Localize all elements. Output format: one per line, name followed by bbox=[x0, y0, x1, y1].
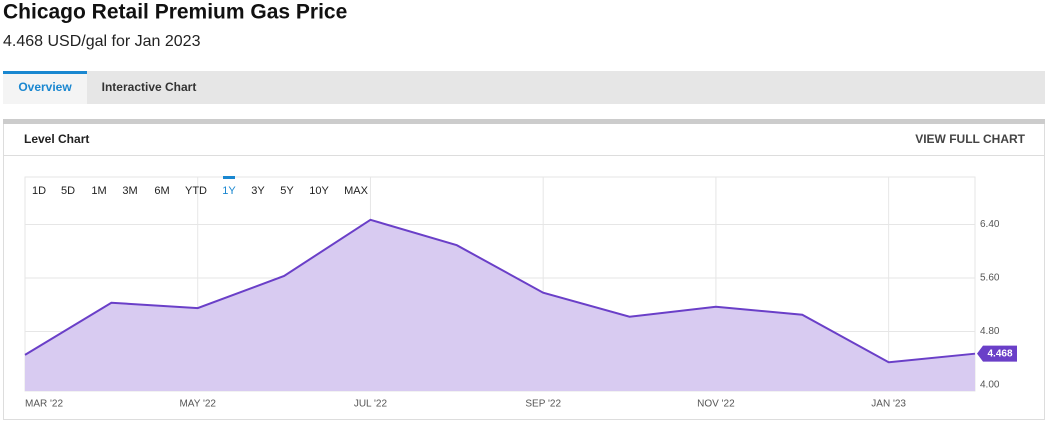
x-tick-label: JUL '22 bbox=[354, 399, 388, 410]
x-tick-label: JAN '23 bbox=[871, 399, 906, 410]
range-button[interactable]: MAX bbox=[344, 185, 369, 197]
y-tick-label: 4.00 bbox=[980, 380, 1000, 391]
range-button[interactable]: 1D bbox=[32, 185, 46, 197]
range-button[interactable]: 1M bbox=[91, 185, 106, 197]
tab[interactable]: Overview bbox=[18, 80, 72, 94]
page-title: Chicago Retail Premium Gas Price bbox=[3, 1, 347, 24]
range-button[interactable]: YTD bbox=[185, 185, 207, 197]
range-button[interactable]: 10Y bbox=[309, 185, 329, 197]
x-tick-label: SEP '22 bbox=[525, 399, 561, 410]
panel-top-border bbox=[3, 119, 1045, 124]
range-button[interactable]: 5Y bbox=[280, 185, 294, 197]
range-button[interactable]: 6M bbox=[154, 185, 169, 197]
panel-title: Level Chart bbox=[24, 132, 89, 146]
area bbox=[25, 219, 975, 391]
range-indicator bbox=[223, 176, 235, 179]
y-tick-label: 4.80 bbox=[980, 326, 1000, 337]
range-button[interactable]: 5D bbox=[61, 185, 75, 197]
x-tick-label: NOV '22 bbox=[697, 399, 735, 410]
tab[interactable]: Interactive Chart bbox=[102, 80, 197, 94]
x-tick-label: MAR '22 bbox=[25, 399, 63, 410]
y-tick-label: 5.60 bbox=[980, 273, 1000, 284]
last-value-box bbox=[977, 345, 1017, 362]
line bbox=[24, 218, 976, 364]
range-button[interactable]: 3M bbox=[122, 185, 137, 197]
range-button[interactable]: 1Y bbox=[222, 185, 236, 197]
page-subtitle: 4.468 USD/gal for Jan 2023 bbox=[3, 33, 201, 50]
active-tab-indicator bbox=[3, 71, 87, 74]
tab-bar bbox=[3, 71, 1045, 104]
view-full-chart[interactable]: VIEW FULL CHART bbox=[915, 132, 1025, 146]
active-tab[interactable] bbox=[3, 71, 87, 104]
last-value-label: 4.468 bbox=[987, 348, 1012, 359]
x-tick-label: MAY '22 bbox=[179, 399, 216, 410]
range-button[interactable]: 3Y bbox=[251, 185, 265, 197]
y-tick-label: 6.40 bbox=[980, 219, 1000, 230]
